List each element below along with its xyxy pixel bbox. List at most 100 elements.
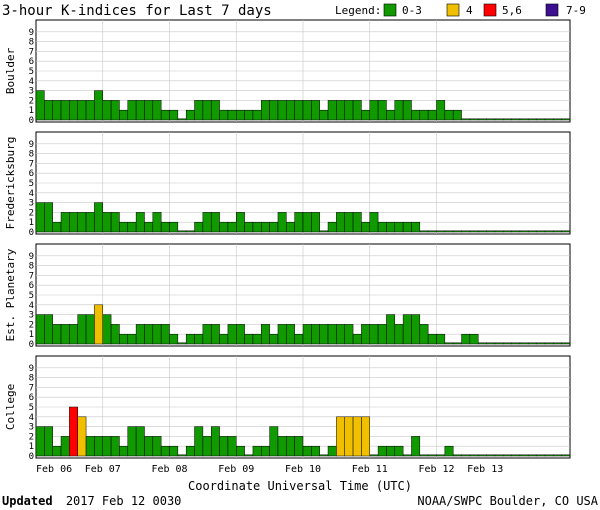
y-tick-label: 2 xyxy=(29,432,34,442)
k-index-bar xyxy=(44,202,53,233)
k-index-bar xyxy=(336,324,345,345)
x-axis-label: Coordinate Universal Time (UTC) xyxy=(188,479,412,493)
legend-item-5-6: 5,6 xyxy=(502,4,522,17)
k-index-bar xyxy=(544,454,554,457)
k-index-bar xyxy=(294,100,304,121)
y-tick-label: 0 xyxy=(29,116,34,126)
k-index-bar xyxy=(177,230,187,233)
y-tick-label: 1 xyxy=(29,442,34,452)
k-index-bar xyxy=(277,212,287,233)
k-index-bar xyxy=(52,100,62,121)
k-index-bar xyxy=(402,221,412,233)
k-index-bar xyxy=(144,221,154,233)
k-index-bar xyxy=(302,445,312,457)
k-index-bar xyxy=(135,426,145,457)
y-tick-label: 8 xyxy=(29,38,34,48)
y-tick-label: 1 xyxy=(29,218,34,228)
panel-label: Fredericksburg xyxy=(4,137,17,230)
k-index-bar xyxy=(94,90,103,121)
k-index-bar xyxy=(52,445,62,457)
k-index-bar xyxy=(160,221,170,233)
k-index-bar xyxy=(436,454,446,457)
k-index-bar xyxy=(244,109,254,121)
x-tick-label: Feb 13 xyxy=(467,464,503,475)
k-index-bar xyxy=(352,333,362,345)
y-tick-label: 1 xyxy=(29,330,34,340)
y-tick-label: 6 xyxy=(29,169,34,179)
k-index-bar xyxy=(394,445,404,457)
y-tick-label: 6 xyxy=(29,393,34,403)
k-index-bar xyxy=(469,454,479,457)
k-index-bar xyxy=(144,436,154,457)
y-tick-label: 2 xyxy=(29,208,34,218)
k-index-bar xyxy=(286,221,295,233)
y-tick-label: 3 xyxy=(29,423,34,433)
k-index-bar xyxy=(311,100,320,121)
k-index-bar xyxy=(361,221,370,233)
k-index-bar xyxy=(302,324,312,345)
k-index-bar xyxy=(219,333,229,345)
k-index-bar xyxy=(302,212,312,233)
y-tick-label: 7 xyxy=(29,383,34,393)
k-index-bar xyxy=(202,100,212,121)
k-index-bar xyxy=(344,324,354,345)
k-index-bar xyxy=(361,324,370,345)
panels: 0123456789Boulder0123456789Fredericksbur… xyxy=(4,19,571,462)
k-index-bar xyxy=(60,212,70,233)
k-index-bar xyxy=(311,212,320,233)
k-index-bar xyxy=(144,324,154,345)
k-index-bar xyxy=(486,230,496,233)
k-index-bar xyxy=(35,90,45,121)
k-index-bar xyxy=(311,324,320,345)
k-index-bar xyxy=(144,100,154,121)
updated-value: 2017 Feb 12 0030 xyxy=(66,494,182,508)
k-index-bar xyxy=(85,100,95,121)
k-index-bar xyxy=(152,436,162,457)
k-index-bar xyxy=(60,100,70,121)
k-index-bar xyxy=(202,436,212,457)
k-index-bar xyxy=(327,221,337,233)
k-index-bar xyxy=(361,416,370,457)
k-index-bar xyxy=(494,118,504,121)
k-index-bar xyxy=(35,426,45,457)
k-index-bar xyxy=(344,100,354,121)
k-index-bar xyxy=(177,342,187,345)
k-index-bar xyxy=(185,230,195,233)
k-index-bar xyxy=(369,100,379,121)
k-index-bar xyxy=(194,221,204,233)
k-index-bar xyxy=(336,416,345,457)
k-index-bar xyxy=(294,333,304,345)
k-index-bar xyxy=(227,221,237,233)
legend-item-0-3: 0-3 xyxy=(402,4,422,17)
k-index-bar xyxy=(169,109,179,121)
updated-label: Updated xyxy=(2,494,53,508)
k-index-bar xyxy=(269,426,279,457)
k-index-bar xyxy=(511,342,521,345)
k-index-bar xyxy=(494,342,504,345)
k-index-bar xyxy=(361,109,370,121)
k-index-bar xyxy=(236,109,245,121)
k-index-bar xyxy=(277,436,287,457)
k-index-bar xyxy=(35,202,45,233)
k-index-bar xyxy=(135,324,145,345)
k-index-bar xyxy=(511,118,521,121)
k-index-bar xyxy=(44,314,53,345)
k-index-bar xyxy=(85,314,95,345)
k-index-bar xyxy=(553,230,562,233)
y-tick-label: 3 xyxy=(29,87,34,97)
k-index-bar xyxy=(127,426,137,457)
k-index-bar xyxy=(210,426,220,457)
y-tick-label: 6 xyxy=(29,281,34,291)
k-index-bar xyxy=(110,100,120,121)
k-index-bar xyxy=(127,100,137,121)
k-index-bar xyxy=(102,212,112,233)
k-index-bar xyxy=(69,212,78,233)
k-index-bar xyxy=(194,100,204,121)
k-index-bar xyxy=(102,100,112,121)
legend: Legend: 0-3 4 5,6 7-9 xyxy=(335,3,586,17)
k-index-bar xyxy=(327,324,337,345)
x-tick-label: Feb 09 xyxy=(218,464,254,475)
k-index-bar xyxy=(244,454,254,457)
